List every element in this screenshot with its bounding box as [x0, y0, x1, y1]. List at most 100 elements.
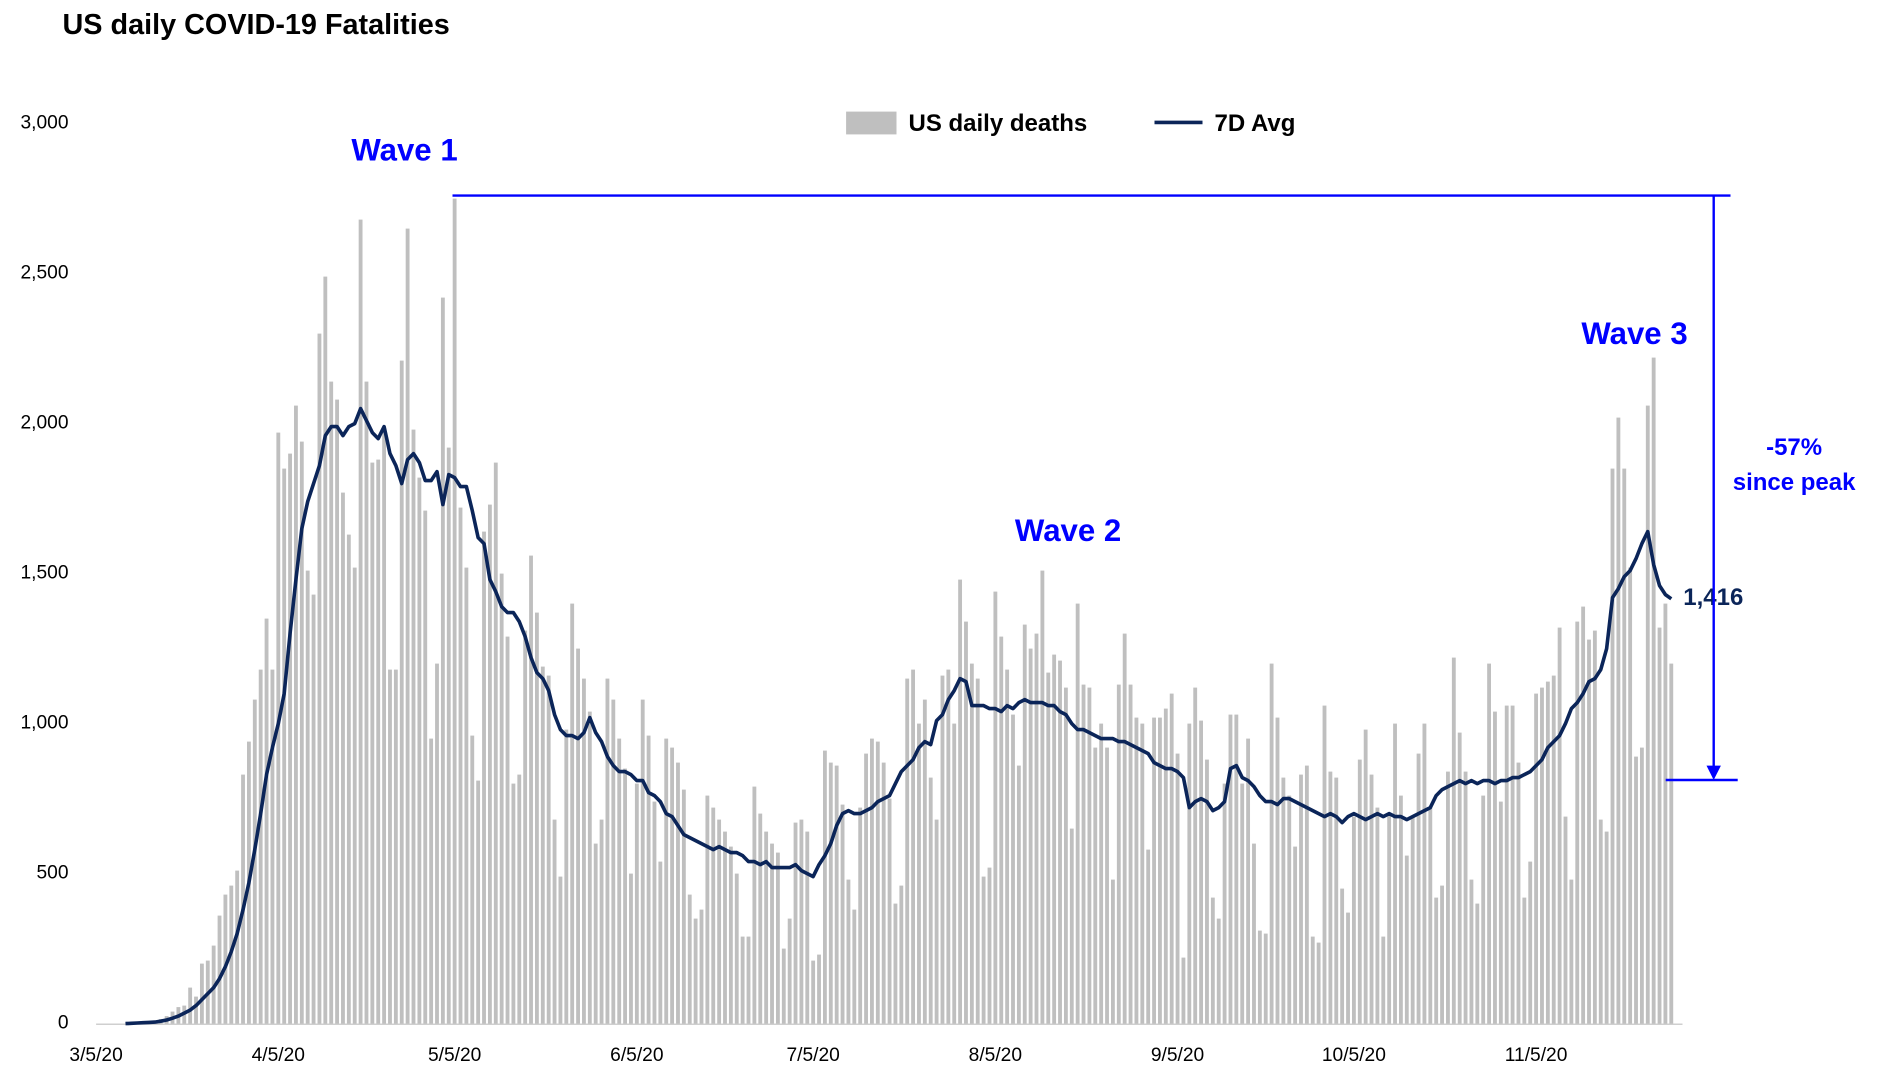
bar: [294, 405, 298, 1024]
bar: [1122, 633, 1127, 1024]
bar: [423, 510, 428, 1024]
bar: [964, 621, 968, 1024]
bar: [599, 819, 604, 1024]
bar: [717, 819, 722, 1024]
bar: [752, 786, 757, 1024]
bar: [658, 861, 663, 1024]
bar: [1634, 756, 1638, 1024]
bar: [634, 783, 639, 1024]
y-tick-label: 1,000: [20, 713, 68, 734]
bar: [1116, 684, 1121, 1024]
bar: [440, 297, 445, 1024]
bar: [1522, 897, 1527, 1024]
bar: [623, 768, 627, 1024]
bar: [482, 531, 486, 1024]
bar: [975, 678, 980, 1024]
bar: [770, 843, 774, 1024]
bar: [370, 462, 375, 1024]
bar: [1134, 717, 1139, 1024]
wave-label: Wave 3: [1581, 316, 1687, 351]
bar: [1563, 816, 1568, 1024]
bar: [311, 594, 316, 1024]
x-tick-label: 7/5/20: [786, 1045, 839, 1066]
bar: [946, 669, 951, 1024]
line: [125, 406, 1673, 1026]
bar: [1340, 888, 1345, 1024]
bar: [1281, 777, 1286, 1024]
bar: [881, 762, 886, 1024]
bar: [358, 219, 363, 1024]
bar: [1334, 777, 1339, 1024]
bar: [1081, 684, 1086, 1024]
bar: [1422, 723, 1427, 1024]
bar: [828, 762, 833, 1024]
legend-label: 7D Avg: [1215, 110, 1296, 137]
bar: [1639, 747, 1644, 1024]
bar: [1322, 705, 1327, 1024]
change-label: -57%: [1766, 434, 1822, 461]
bar: [1222, 783, 1227, 1024]
bar: [646, 735, 651, 1024]
bar: [1351, 816, 1356, 1024]
bar: [1163, 708, 1168, 1024]
bar: [1628, 567, 1633, 1024]
x-tick-label: 4/5/20: [252, 1045, 305, 1066]
bar: [446, 447, 451, 1024]
bar: [758, 813, 763, 1024]
bar: [1110, 879, 1115, 1024]
bar: [1175, 753, 1180, 1024]
bar: [934, 819, 939, 1024]
bar: [1651, 357, 1656, 1024]
bar: [382, 429, 387, 1024]
bar: [417, 477, 422, 1024]
bar: [1011, 714, 1015, 1024]
bar: [270, 669, 275, 1024]
bar: [875, 741, 880, 1024]
bar: [1058, 660, 1062, 1024]
bar: [1240, 783, 1245, 1024]
bar: [969, 663, 974, 1024]
bar: [435, 663, 439, 1024]
x-tick-label: 11/5/20: [1505, 1045, 1568, 1066]
bar: [470, 735, 475, 1024]
bar: [1428, 807, 1433, 1024]
bar: [1040, 570, 1045, 1024]
bar: [1069, 828, 1074, 1024]
x-tick-label: 8/5/20: [969, 1045, 1022, 1066]
bar: [687, 894, 692, 1024]
bar: [1169, 693, 1174, 1024]
bar: [1610, 468, 1615, 1024]
bar: [1052, 654, 1057, 1024]
bar: [1140, 723, 1145, 1024]
bar: [305, 570, 310, 1024]
bar: [534, 612, 539, 1024]
bar: [1504, 705, 1509, 1024]
bar: [887, 798, 892, 1024]
bar: [793, 822, 798, 1024]
wave-label: Wave 1: [351, 133, 457, 168]
bar: [1187, 723, 1192, 1024]
bar: [834, 765, 839, 1024]
bar: [817, 954, 821, 1024]
y-tick-label: 3,000: [20, 113, 68, 134]
bar: [1369, 774, 1374, 1024]
x-tick-label: 6/5/20: [610, 1045, 663, 1066]
bar: [1557, 627, 1562, 1024]
bar: [388, 669, 392, 1024]
bar: [640, 699, 645, 1024]
bar: [241, 774, 245, 1024]
bar: [540, 666, 545, 1024]
bar: [529, 555, 533, 1024]
bar: [1463, 771, 1468, 1024]
bar: [1316, 942, 1321, 1024]
bar: [329, 381, 334, 1024]
bar: [1622, 468, 1627, 1024]
bar: [1075, 603, 1080, 1024]
legend-swatch: [846, 111, 897, 135]
bar: [805, 831, 810, 1024]
x-tick-label: 10/5/20: [1322, 1045, 1386, 1066]
bar: [693, 918, 698, 1024]
y-tick-label: 2,000: [20, 413, 68, 434]
bar: [764, 831, 769, 1024]
